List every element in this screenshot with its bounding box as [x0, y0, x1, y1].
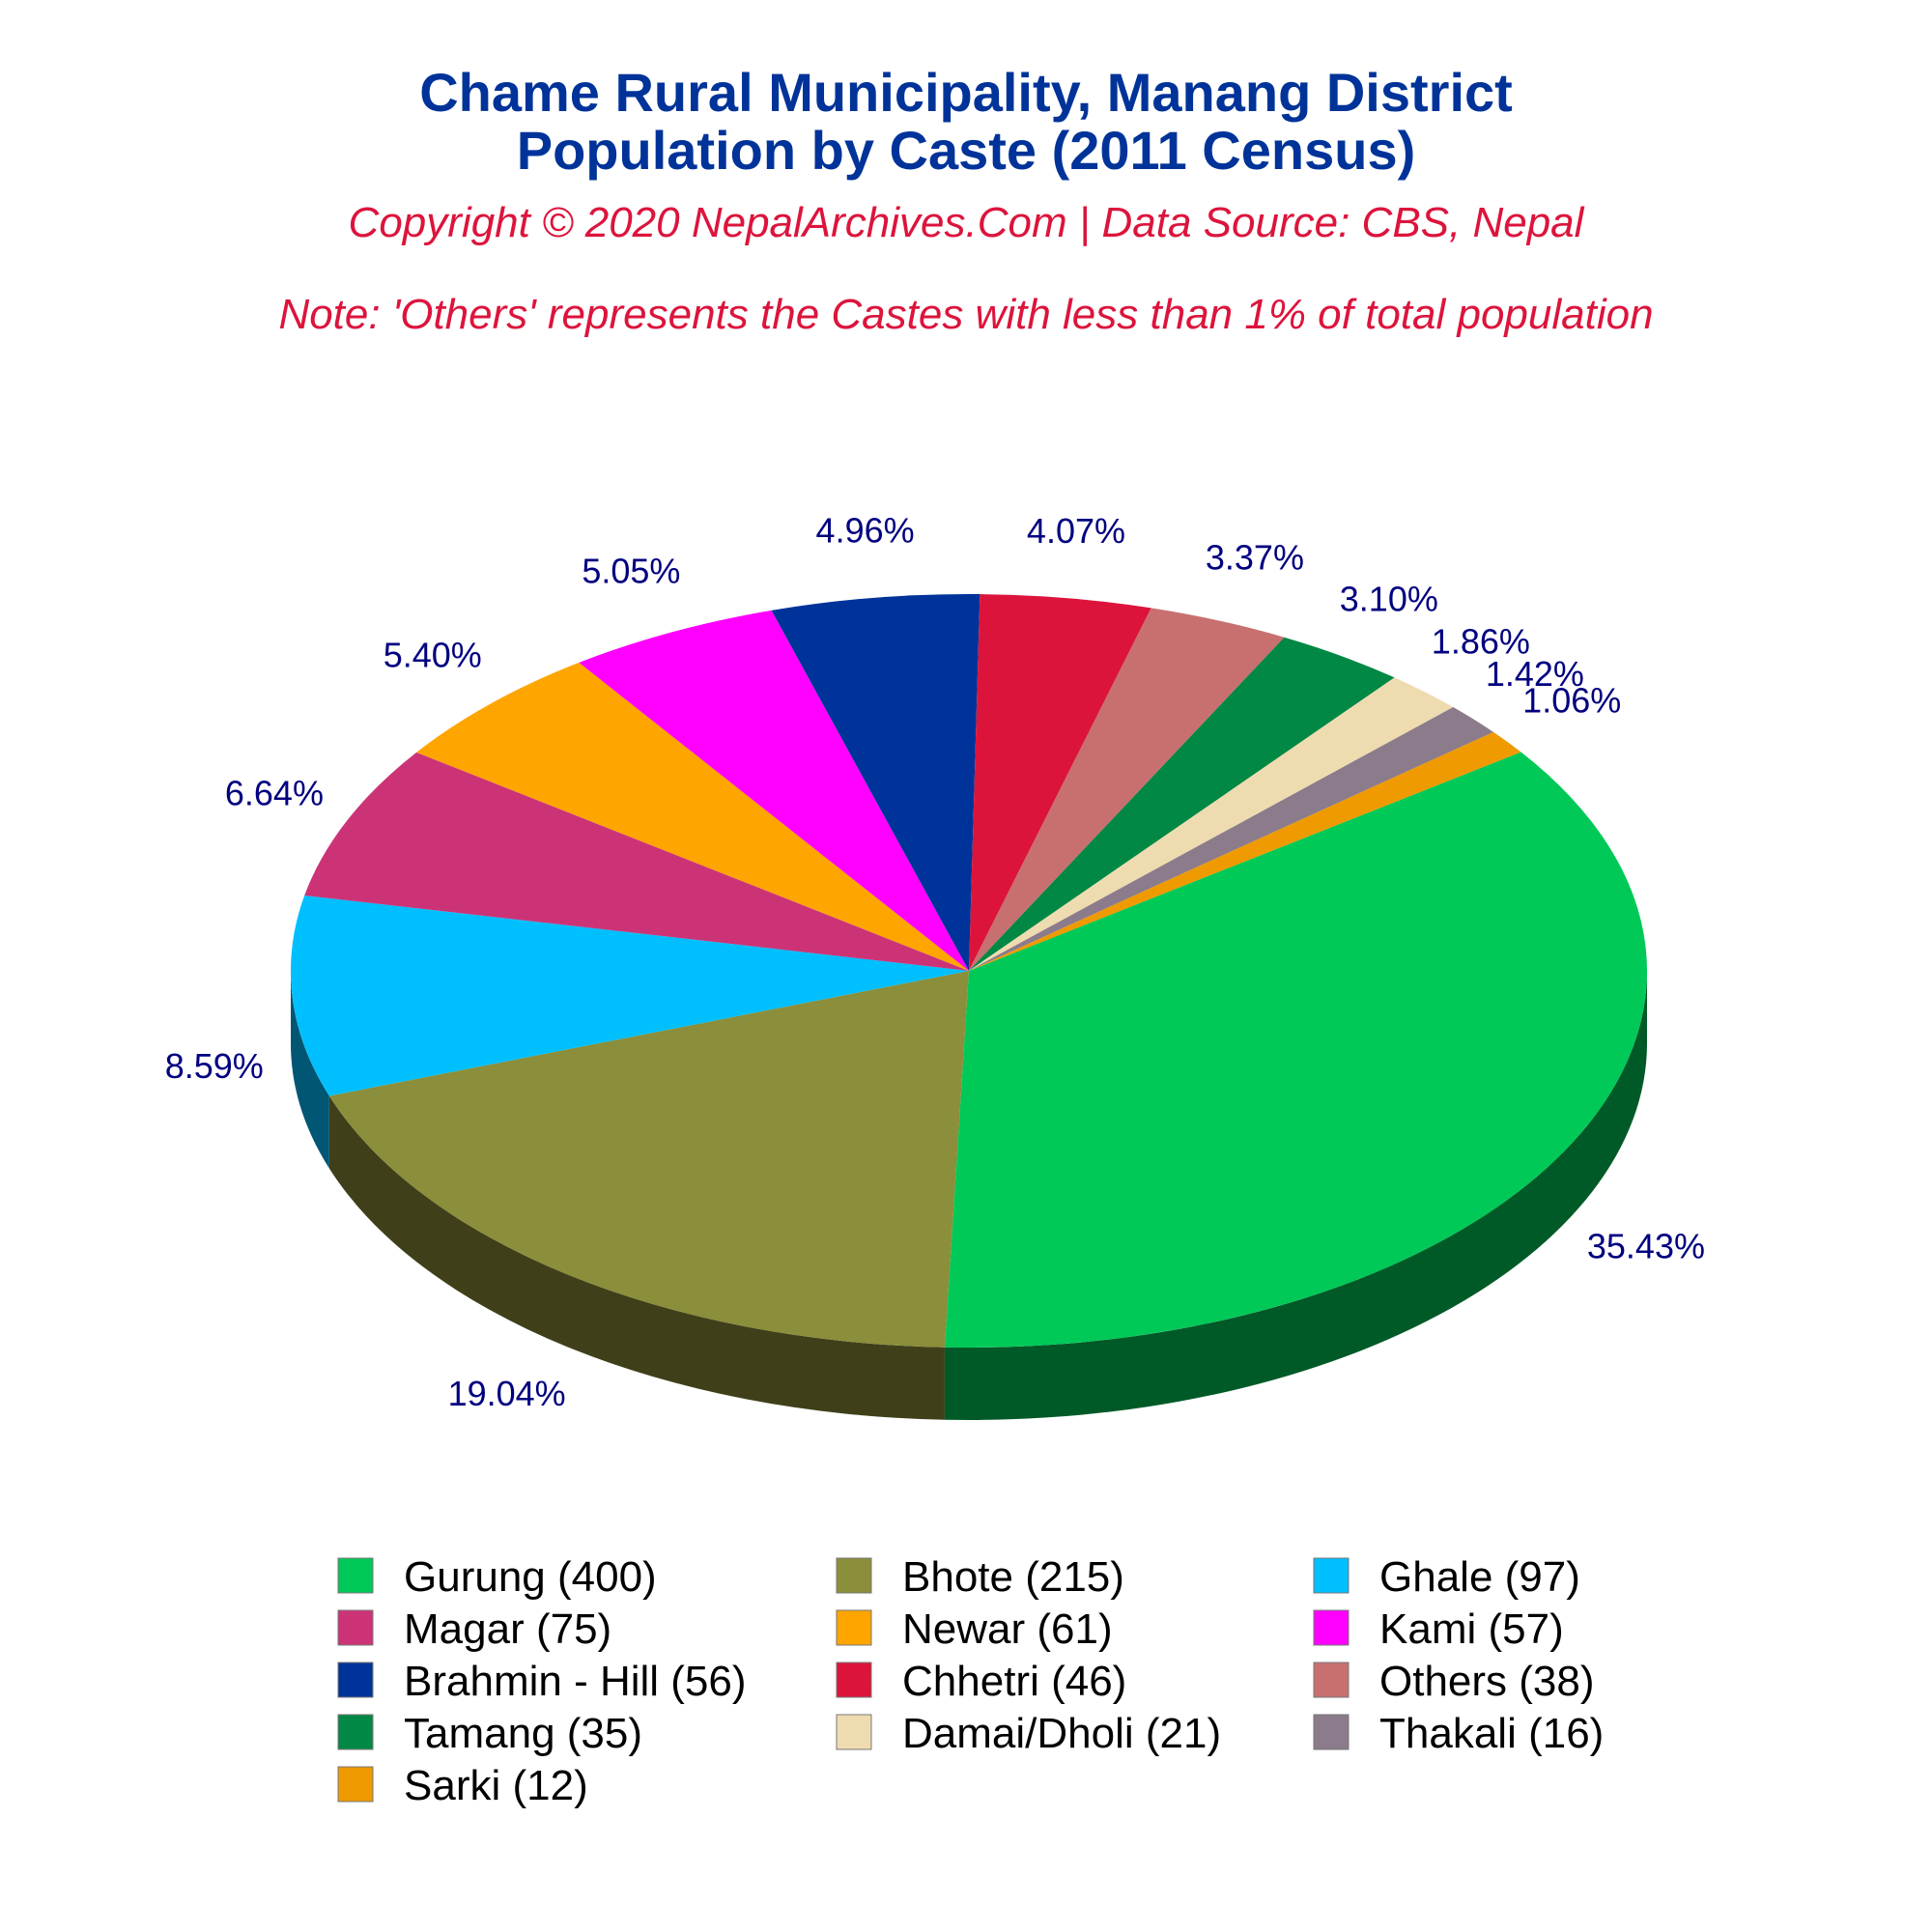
- legend-swatch-gurung: [337, 1557, 374, 1594]
- legend-swatch-magar: [337, 1609, 374, 1646]
- pie-label-tamang: 3.10%: [1340, 580, 1438, 619]
- pie-label-thakali: 1.42%: [1486, 654, 1584, 694]
- chart-note: Note: 'Others' represents the Castes wit…: [278, 291, 1653, 338]
- pie-slice-others: [969, 608, 1285, 971]
- legend-swatch-kami: [1313, 1609, 1350, 1646]
- pie-label-gurung: 35.43%: [1587, 1226, 1705, 1265]
- legend-swatch-thakali: [1313, 1714, 1350, 1750]
- legend-swatch-sarki: [337, 1766, 374, 1803]
- pie-label-bhote: 19.04%: [448, 1374, 566, 1413]
- legend-label-magar: Magar (75): [404, 1605, 611, 1653]
- pie-label-others: 3.37%: [1206, 537, 1304, 577]
- pie-label-chhetri: 4.07%: [1027, 511, 1125, 551]
- pie-label-kami: 5.05%: [582, 552, 680, 591]
- pie-slice-tamang: [969, 637, 1395, 971]
- pie-slice-magar: [304, 752, 969, 971]
- legend: Gurung (400) Bhote (215) Ghale (97) Magar (…: [337, 1553, 1604, 1809]
- pie-slice-chhetri: [969, 594, 1151, 971]
- pie-tops: [290, 594, 1647, 1348]
- legend-label-damai-dholi: Damai/Dholi (21): [902, 1710, 1221, 1757]
- legend-label-gurung: Gurung (400): [404, 1553, 657, 1601]
- pie-labels: 35.43% 19.04% 8.59% 6.64% 5.40% 5.05% 4.96% 4.0…: [165, 510, 1705, 1413]
- pie-side-gurung: [944, 971, 1647, 1420]
- legend-label-newar: Newar (61): [902, 1605, 1113, 1653]
- legend-swatch-newar: [836, 1609, 872, 1646]
- legend-swatch-others: [1313, 1662, 1350, 1698]
- pie-side-ghale: [291, 971, 329, 1169]
- legend-label-tamang: Tamang (35): [404, 1710, 642, 1757]
- legend-label-thakali: Thakali (16): [1379, 1710, 1604, 1757]
- pie-label-newar: 5.40%: [384, 636, 482, 675]
- pie-label-damai-dholi: 1.86%: [1432, 621, 1530, 661]
- legend-swatch-tamang: [337, 1714, 374, 1750]
- legend-swatch-ghale: [1313, 1557, 1350, 1594]
- pie-side-bhote: [328, 1095, 945, 1420]
- legend-swatch-bhote: [836, 1557, 872, 1594]
- legend-label-ghale: Ghale (97): [1379, 1553, 1580, 1601]
- pie-slice-kami: [579, 610, 969, 971]
- pie-label-magar: 6.64%: [225, 774, 324, 813]
- chart-title-line2: Population by Caste (2011 Census): [517, 120, 1415, 181]
- pie-sides: [291, 971, 1647, 1420]
- legend-label-sarki: Sarki (12): [404, 1762, 588, 1809]
- legend-label-kami: Kami (57): [1379, 1605, 1564, 1653]
- pie-slice-newar: [416, 662, 969, 971]
- legend-label-others: Others (38): [1379, 1658, 1595, 1705]
- pie-slice-thakali: [969, 706, 1494, 971]
- pie-slice-bhote: [328, 971, 969, 1348]
- pie-slice-ghale: [290, 895, 970, 1096]
- pie-slice-damai-dholi: [969, 677, 1454, 971]
- pie-label-ghale: 8.59%: [165, 1046, 264, 1086]
- legend-label-chhetri: Chhetri (46): [902, 1658, 1126, 1705]
- pie-label-brahmin-hill: 4.96%: [816, 510, 915, 550]
- pie-slice-brahmin-hill: [771, 594, 980, 971]
- legend-swatch-damai-dholi: [836, 1714, 872, 1750]
- legend-swatch-chhetri: [836, 1662, 872, 1698]
- pie-slice-gurung: [944, 752, 1647, 1348]
- legend-swatch-brahmin-hill: [337, 1662, 374, 1698]
- legend-label-bhote: Bhote (215): [902, 1553, 1124, 1601]
- chart-title-line1: Chame Rural Municipality, Manang Distric…: [419, 62, 1513, 123]
- pie-label-sarki: 1.06%: [1522, 681, 1621, 721]
- pie-slice-sarki: [969, 731, 1521, 971]
- chart-subtitle: Copyright © 2020 NepalArchives.Com | Dat…: [349, 199, 1585, 246]
- legend-label-brahmin-hill: Brahmin - Hill (56): [404, 1658, 747, 1705]
